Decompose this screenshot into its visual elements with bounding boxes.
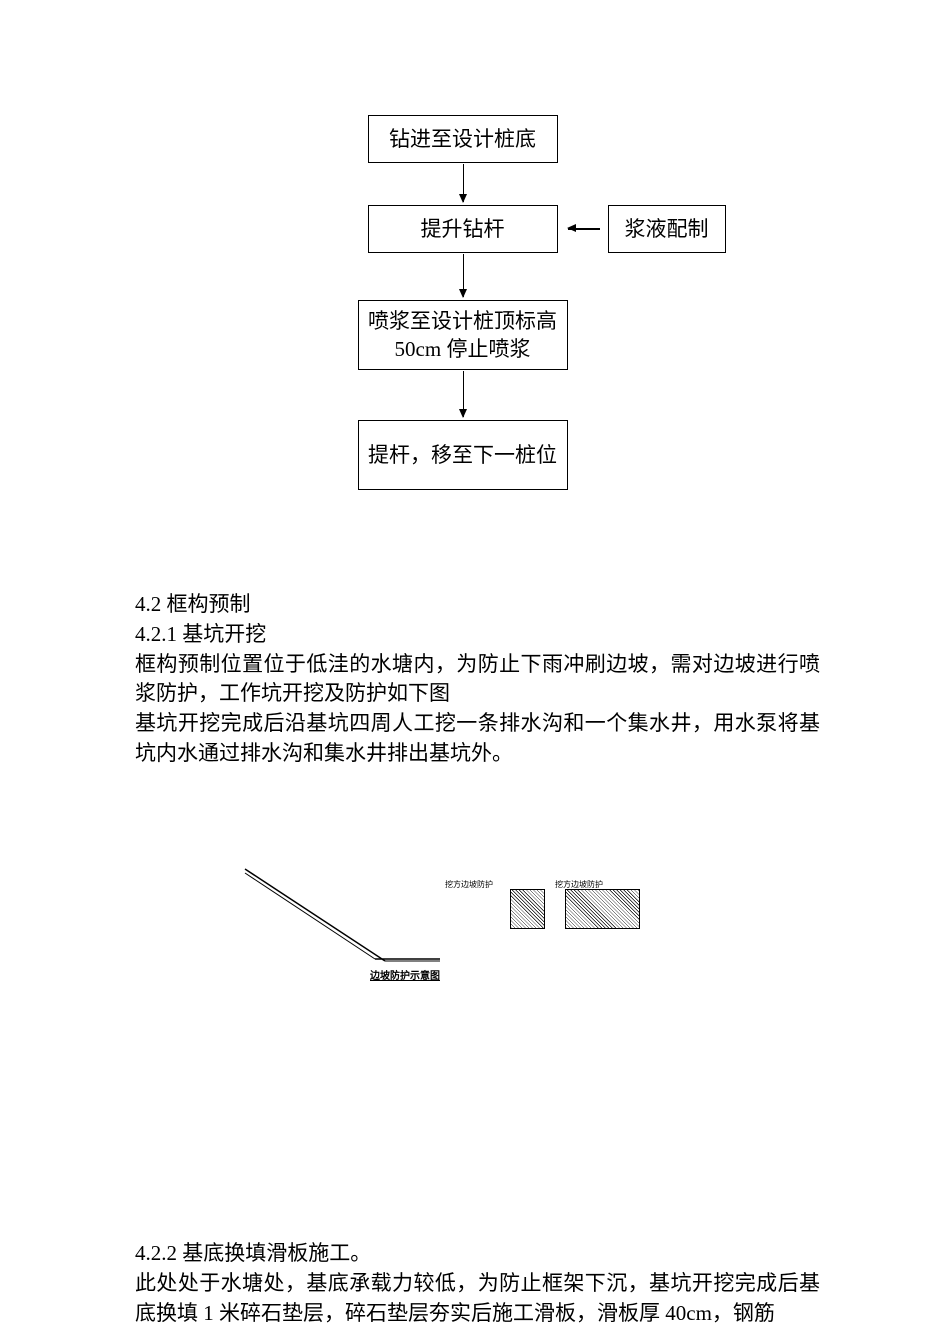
flow-text: 提升钻杆 bbox=[421, 215, 505, 243]
hatched-area-icon bbox=[565, 889, 640, 929]
section-heading: 4.2 框构预制 bbox=[135, 590, 820, 620]
body-text-2: 4.2.2 基底换填滑板施工。 此处处于水塘处，基底承载力较低，为防止框架下沉，… bbox=[135, 1239, 820, 1328]
subsection-heading: 4.2.1 基坑开挖 bbox=[135, 620, 820, 650]
diagram-caption: 边坡防护示意图 bbox=[370, 967, 440, 982]
paragraph: 基坑开挖完成后沿基坑四周人工挖一条排水沟和一个集水井，用水泵将基坑内水通过排水沟… bbox=[135, 709, 820, 769]
flow-box-slurry: 浆液配制 bbox=[608, 205, 726, 253]
body-text: 4.2 框构预制 4.2.1 基坑开挖 框构预制位置位于低洼的水塘内，为防止下雨… bbox=[135, 590, 820, 769]
slope-protection-diagram: 挖方边坡防护 挖方边坡防护 边坡防护示意图 bbox=[135, 829, 815, 1239]
arrow-down-icon bbox=[463, 164, 465, 202]
process-flowchart: 钻进至设计桩底 提升钻杆 浆液配制 喷浆至设计桩顶标高 50cm 停止喷浆 提杆… bbox=[228, 110, 728, 550]
flow-box-lift: 提升钻杆 bbox=[368, 205, 558, 253]
flow-text: 浆液配制 bbox=[625, 215, 709, 243]
flow-text: 钻进至设计桩底 bbox=[389, 125, 536, 153]
flow-text: 提杆，移至下一桩位 bbox=[368, 441, 557, 469]
paragraph: 框构预制位置位于低洼的水塘内，为防止下雨冲刷边坡，需对边坡进行喷浆防护，工作坑开… bbox=[135, 650, 820, 710]
hatched-area-icon bbox=[510, 889, 545, 929]
diagram-label: 挖方边坡防护 bbox=[445, 879, 493, 890]
flow-box-move: 提杆，移至下一桩位 bbox=[358, 420, 568, 490]
cross-section-detail: 挖方边坡防护 挖方边坡防护 bbox=[470, 859, 670, 979]
flow-text: 喷浆至设计桩顶标高 50cm 停止喷浆 bbox=[367, 307, 559, 364]
paragraph: 此处处于水塘处，基底承载力较低，为防止框架下沉，基坑开挖完成后基底换填 1 米碎… bbox=[135, 1269, 820, 1329]
subsection-heading: 4.2.2 基底换填滑板施工。 bbox=[135, 1239, 820, 1269]
arrow-down-icon bbox=[463, 254, 465, 297]
arrow-down-icon bbox=[463, 371, 465, 417]
flow-box-drill: 钻进至设计桩底 bbox=[368, 115, 558, 163]
arrow-left-icon bbox=[568, 228, 600, 230]
flow-box-spray: 喷浆至设计桩顶标高 50cm 停止喷浆 bbox=[358, 300, 568, 370]
